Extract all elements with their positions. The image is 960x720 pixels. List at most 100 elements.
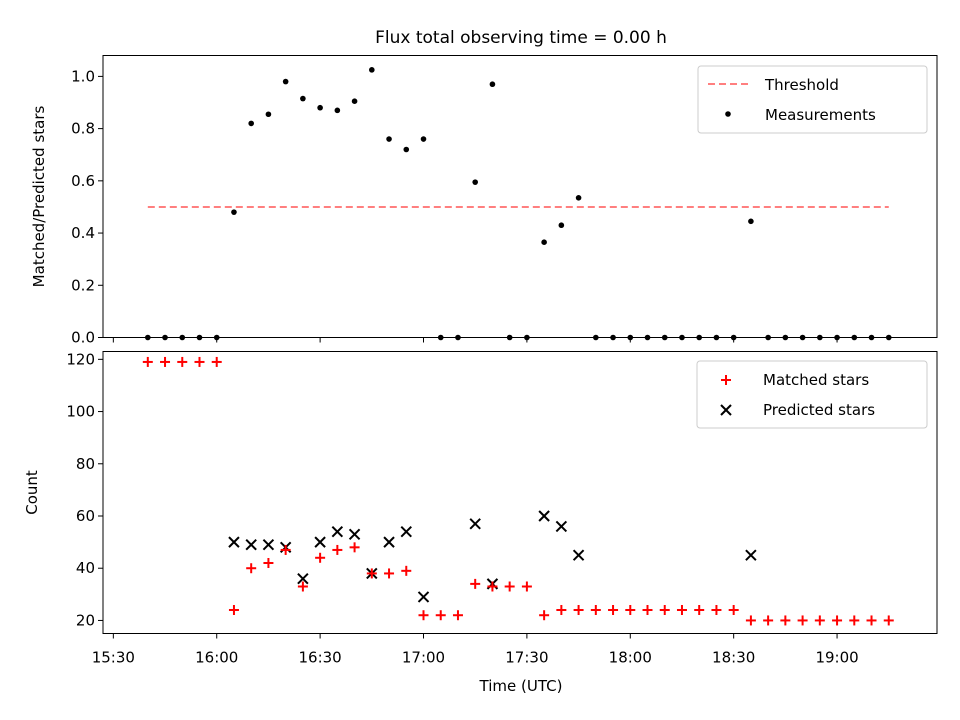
matched-stars-point: [384, 568, 395, 579]
measurement-point: [541, 239, 547, 245]
matched-stars-point: [728, 605, 739, 615]
predicted-stars-point: [572, 549, 585, 561]
matched-stars-point: [366, 568, 377, 579]
matched-stars-point: [470, 578, 481, 589]
measurement-point: [489, 81, 496, 88]
predicted-stars-point: [331, 525, 344, 538]
top-plot-marks: [145, 67, 892, 341]
legend-measurements-label: Measurements: [765, 106, 876, 124]
legend-threshold-label: Threshold: [764, 76, 839, 94]
measurement-point: [420, 136, 427, 142]
matched-stars-point: [142, 356, 153, 367]
x-tick-label: 16:00: [195, 649, 238, 667]
matched-stars-point: [573, 605, 584, 615]
x-tick-label: 17:00: [402, 649, 445, 667]
measurement-point: [265, 111, 272, 118]
matched-stars-point: [418, 610, 429, 621]
legend-measurements-swatch: [725, 111, 731, 117]
matched-stars-point: [642, 605, 653, 615]
matched-stars-point: [849, 615, 860, 626]
top-y-tick-label: 0.8: [71, 120, 95, 138]
predicted-stars-point: [469, 518, 481, 530]
matched-stars-point: [745, 615, 756, 626]
predicted-stars-point: [262, 539, 275, 551]
legend-frame: [696, 360, 928, 429]
top-legend: Threshold Measurements: [697, 65, 928, 134]
top-y-tick-label: 0.2: [71, 276, 95, 294]
matched-stars-point: [435, 610, 446, 621]
matched-stars-point: [625, 605, 636, 615]
measurement-point: [472, 179, 478, 185]
matched-stars-point: [763, 615, 774, 626]
top-y-tick-label: 0.4: [71, 224, 95, 242]
matched-stars-point: [659, 605, 670, 615]
top-y-tick-label: 0.0: [71, 329, 95, 347]
legend-matched-label: Matched stars: [763, 371, 869, 389]
matched-stars-point: [177, 356, 188, 367]
predicted-stars-point: [538, 510, 550, 522]
x-tick-label: 17:30: [505, 649, 548, 667]
top-panel: Matched/Predicted stars Threshold Measure…: [30, 55, 938, 341]
predicted-stars-point: [555, 520, 568, 533]
chart-title: Flux total observing time = 0.00 h: [375, 28, 667, 48]
matched-stars-point: [539, 610, 550, 621]
legend-predicted-swatch: [720, 404, 732, 416]
x-axis-label: Time (UTC): [479, 677, 563, 695]
matched-stars-point: [246, 563, 257, 574]
matched-stars-point: [452, 610, 463, 621]
x-tick-label: 19:00: [815, 649, 858, 667]
measurement-point: [334, 107, 341, 114]
predicted-stars-point: [400, 525, 412, 538]
matched-stars-point: [797, 615, 808, 626]
matched-stars-point: [556, 605, 567, 615]
predicted-stars-point: [228, 536, 240, 548]
matched-stars-point: [228, 605, 239, 615]
x-tick-label: 18:30: [712, 649, 755, 667]
matched-stars-point: [608, 605, 619, 615]
matched-stars-point: [211, 356, 222, 367]
matched-stars-point: [883, 615, 894, 626]
bottom-y-tick-label: 100: [66, 403, 95, 421]
measurement-point: [558, 222, 565, 229]
bottom-y-tick-label: 120: [66, 350, 95, 368]
matched-stars-point: [263, 558, 274, 568]
matched-stars-point: [332, 544, 343, 555]
measurement-point: [403, 146, 410, 153]
predicted-stars-point: [745, 549, 757, 561]
bottom-axes-frame: [102, 351, 938, 634]
matched-stars-point: [349, 542, 360, 553]
predicted-stars-point: [314, 536, 326, 548]
measurement-point: [386, 136, 392, 142]
measurement-point: [575, 195, 582, 201]
matched-stars-point: [297, 581, 308, 592]
measurement-point: [231, 209, 237, 215]
matched-stars-point: [521, 581, 532, 592]
measurement-point: [369, 67, 375, 73]
matched-stars-point: [780, 615, 791, 626]
legend-frame: [697, 65, 928, 134]
predicted-stars-point: [297, 572, 309, 585]
matched-stars-point: [711, 605, 722, 615]
measurement-point: [248, 120, 254, 127]
measurement-point: [282, 78, 289, 85]
x-tick-label: 18:00: [609, 649, 652, 667]
matched-stars-point: [676, 605, 687, 615]
bottom-legend: Matched stars Predicted stars: [696, 360, 928, 429]
top-y-tick-label: 1.0: [71, 67, 95, 85]
measurement-point: [300, 95, 306, 102]
matched-stars-point: [315, 552, 326, 563]
legend-matched-swatch: [721, 375, 731, 385]
predicted-stars-point: [417, 591, 430, 603]
bottom-y-axis-label: Count: [23, 470, 41, 515]
measurement-point: [351, 98, 358, 104]
matched-stars-point: [194, 356, 205, 367]
bottom-y-tick-label: 40: [76, 559, 95, 577]
top-axes-frame: [102, 55, 938, 338]
matched-stars-point: [504, 581, 515, 592]
matched-stars-point: [280, 544, 291, 555]
x-tick-label: 16:30: [298, 649, 341, 667]
predicted-stars-point: [245, 539, 257, 551]
bottom-y-tick-label: 80: [76, 455, 95, 473]
bottom-panel: Count Matched stars Predicted stars: [23, 351, 938, 634]
